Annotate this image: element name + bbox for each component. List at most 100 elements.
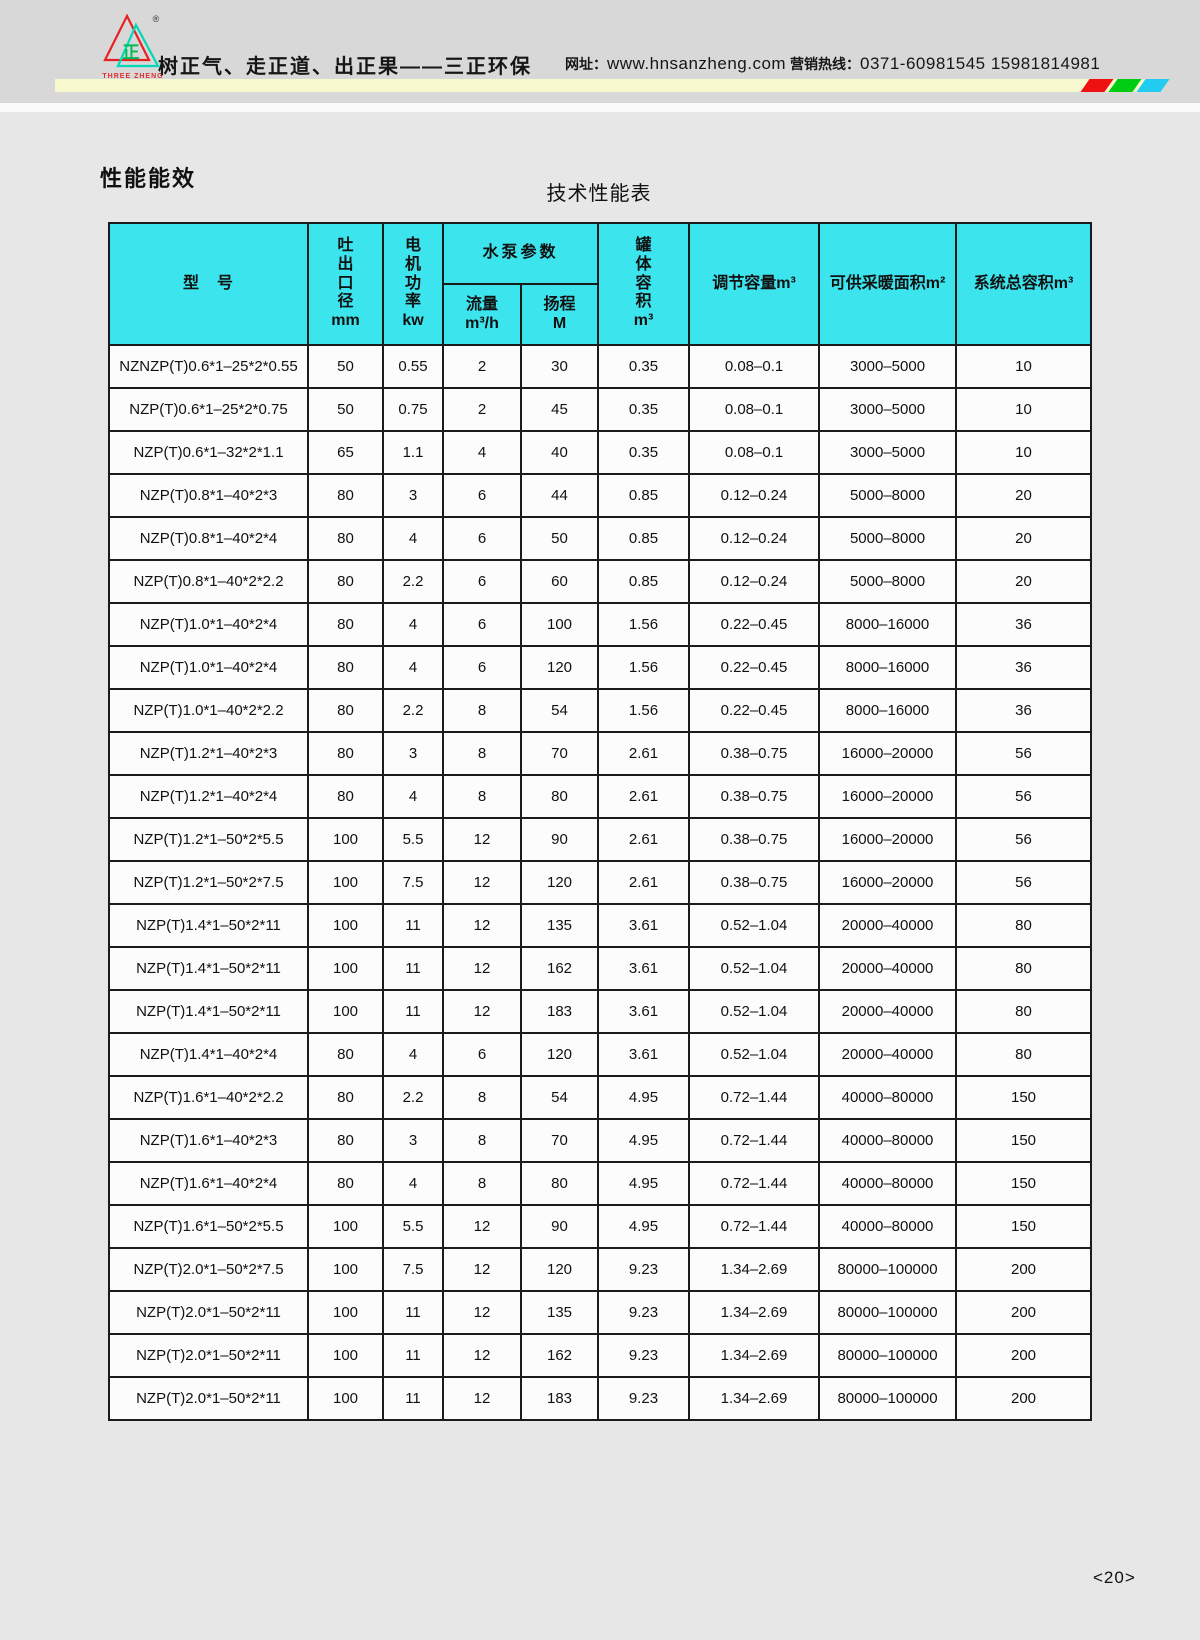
technical-performance-table: 型 号 吐 出 口 径 mm 电 机 功 率 kw 水泵参数 罐 体 容 积 m… [108,222,1093,1421]
table-cell: 0.85 [597,473,691,518]
table-cell: 2.61 [597,774,691,819]
table-cell: 12 [442,1376,522,1421]
table-cell: 80 [307,1075,384,1120]
table-cell: 0.12–0.24 [688,516,821,561]
model-cell: NZP(T)2.0*1–50*2*7.5 [108,1247,309,1292]
table-cell: 16000–20000 [818,774,958,819]
table-cell: 80 [307,559,384,604]
table-row: NZP(T)1.2*1–40*2*4 80 4 8 80 2.61 0.38–0.75 160… [108,774,1093,819]
table-cell: 54 [519,1075,600,1120]
table-cell: 1.34–2.69 [688,1290,821,1335]
table-cell: 80 [307,516,384,561]
table-cell: 20000–40000 [818,989,958,1034]
table-cell: 4.95 [597,1075,691,1120]
table-row: NZP(T)0.6*1–25*2*0.75 50 0.75 2 45 0.35 0.08–0… [108,387,1093,432]
table-cell: 100 [307,946,384,991]
table-cell: 11 [382,903,444,948]
table-cell: 11 [382,1290,444,1335]
table-cell: 1.1 [382,430,444,475]
table-row: NZP(T)1.6*1–40*2*4 80 4 8 80 4.95 0.72–1.44 400… [108,1161,1093,1206]
table-cell: 183 [519,1376,600,1421]
table-cell: 6 [442,1032,522,1077]
table-row: NZP(T)2.0*1–50*2*11 100 11 12 183 9.23 1.34–2.… [108,1376,1093,1421]
table-cell: 4 [382,516,444,561]
table-cell: 4 [442,430,522,475]
table-cell: 56 [955,860,1093,905]
table-cell: 120 [519,860,600,905]
table-cell: 70 [519,731,600,776]
table-cell: 4.95 [597,1161,691,1206]
table-cell: 11 [382,989,444,1034]
table-cell: 11 [382,1333,444,1378]
table-cell: 8 [442,774,522,819]
table-cell: 0.72–1.44 [688,1204,821,1249]
table-cell: 0.35 [597,387,691,432]
table-cell: 8 [442,1161,522,1206]
table-cell: 0.38–0.75 [688,817,821,862]
table-cell: 150 [955,1075,1093,1120]
header-divider [0,103,1200,112]
table-cell: 12 [442,1247,522,1292]
website-url: www.hnsanzheng.com [607,54,787,73]
table-cell: 45 [519,387,600,432]
table-cell: 80 [307,774,384,819]
hotline-numbers: 0371-60981545 15981814981 [859,54,1101,73]
table-cell: 11 [382,1376,444,1421]
table-cell: 2.61 [597,817,691,862]
model-cell: NZP(T)1.6*1–40*2*4 [108,1161,309,1206]
table-cell: 0.08–0.1 [688,387,821,432]
table-cell: 4.95 [597,1118,691,1163]
table-cell: 6 [442,516,522,561]
page-number: <20> [1093,1568,1136,1587]
table-cell: 5.5 [382,1204,444,1249]
table-row: NZNZP(T)0.6*1–25*2*0.55 50 0.55 2 30 0.35 0.08… [108,344,1093,389]
table-cell: 0.38–0.75 [688,774,821,819]
table-cell: 11 [382,946,444,991]
table-row: NZP(T)1.0*1–40*2*4 80 4 6 120 1.56 0.22–0.45 80… [108,645,1093,690]
table-cell: 2.2 [382,688,444,733]
table-cell: 3000–5000 [818,344,958,389]
table-cell: 80000–100000 [818,1376,958,1421]
table-cell: 100 [307,1247,384,1292]
table-cell: 12 [442,903,522,948]
table-cell: 80 [307,1118,384,1163]
table-cell: 4 [382,1161,444,1206]
model-cell: NZP(T)1.2*1–50*2*7.5 [108,860,309,905]
table-cell: 120 [519,645,600,690]
table-cell: 1.56 [597,645,691,690]
table-cell: 100 [307,903,384,948]
table-title: 技术性能表 [546,183,652,205]
table-cell: 10 [955,430,1093,475]
table-cell: 0.72–1.44 [688,1118,821,1163]
table-cell: 10 [955,344,1093,389]
table-cell: 16000–20000 [818,817,958,862]
table-row: NZP(T)1.2*1–40*2*3 80 3 8 70 2.61 0.38–0.75 160… [108,731,1093,776]
table-cell: 3.61 [597,989,691,1034]
table-cell: 200 [955,1290,1093,1335]
table-cell: 0.22–0.45 [688,645,821,690]
table-cell: 30 [519,344,600,389]
table-cell: 8000–16000 [818,688,958,733]
table-row: NZP(T)1.0*1–40*2*4 80 4 6 100 1.56 0.22–0.45 80… [108,602,1093,647]
table-cell: 2.2 [382,559,444,604]
column-header-head: 扬程 M [519,283,600,346]
column-header-outlet-diameter: 吐 出 口 径 mm [307,222,384,346]
table-cell: 8 [442,731,522,776]
table-cell: 40000–80000 [818,1161,958,1206]
table-cell: 65 [307,430,384,475]
table-cell: 0.38–0.75 [688,860,821,905]
decorative-yellow-bar [55,79,1160,92]
table-cell: 8 [442,1118,522,1163]
table-cell: 150 [955,1204,1093,1249]
table-cell: 80 [955,903,1093,948]
table-cell: 100 [307,1204,384,1249]
table-cell: 80 [307,645,384,690]
table-cell: 80000–100000 [818,1290,958,1335]
table-cell: 90 [519,1204,600,1249]
table-cell: 12 [442,946,522,991]
table-header: 型 号 吐 出 口 径 mm 电 机 功 率 kw 水泵参数 罐 体 容 积 m… [108,222,1093,346]
table-cell: 3.61 [597,1032,691,1077]
company-logo: 正 ® THREE ZHENG [100,12,166,80]
model-cell: NZP(T)2.0*1–50*2*11 [108,1376,309,1421]
table-cell: 20000–40000 [818,903,958,948]
